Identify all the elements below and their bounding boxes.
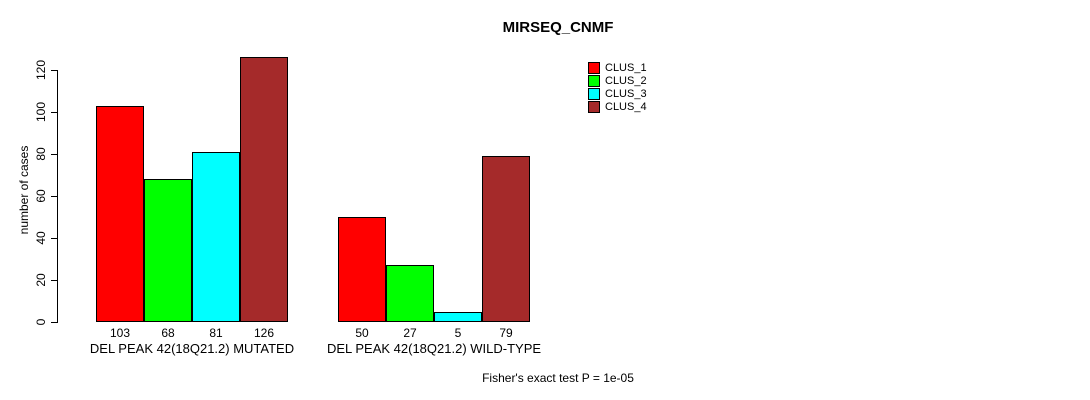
bar-value-label: 81	[209, 326, 223, 340]
y-tick-label: 20	[34, 273, 48, 287]
legend-swatch-clus_1	[588, 61, 600, 74]
y-axis-tick	[51, 238, 58, 239]
y-axis-tick	[51, 280, 58, 281]
y-axis-tick	[51, 154, 58, 155]
legend-item-clus_1: CLUS_1	[588, 61, 647, 74]
bar-clus_1-group2	[338, 217, 386, 322]
bar-value-label: 50	[355, 326, 369, 340]
x-axis-group-label: DEL PEAK 42(18Q21.2) WILD-TYPE	[326, 341, 542, 356]
legend-swatch-clus_2	[588, 74, 600, 87]
legend-item-clus_2: CLUS_2	[588, 74, 647, 87]
x-axis-group-label: DEL PEAK 42(18Q21.2) MUTATED	[89, 341, 295, 356]
bar-value-label: 79	[499, 326, 513, 340]
y-tick-label: 0	[34, 318, 48, 326]
bar-value-label: 126	[253, 326, 275, 340]
y-axis-tick	[51, 196, 58, 197]
y-tick-label: 120	[34, 59, 48, 81]
y-axis-label: number of cases	[17, 145, 31, 235]
bar-clus_2-group2	[386, 265, 434, 322]
y-tick-label: 40	[34, 231, 48, 245]
legend-swatch-clus_3	[588, 87, 600, 100]
legend-swatch-clus_4	[588, 100, 600, 113]
legend-item-clus_3: CLUS_3	[588, 87, 647, 100]
legend-label: CLUS_3	[605, 87, 647, 100]
bar-clus_3-group1	[192, 151, 240, 322]
bar-value-label: 5	[454, 326, 462, 340]
footnote-text: Fisher's exact test P = 1e-05	[482, 371, 634, 385]
bar-clus_2-group1	[144, 179, 192, 322]
legend-item-clus_4: CLUS_4	[588, 100, 647, 113]
y-axis-tick	[51, 112, 58, 113]
bar-clus_4-group1	[240, 57, 288, 322]
bar-clus_3-group2	[434, 311, 482, 322]
chart-title: MIRSEQ_CNMF	[502, 19, 614, 36]
legend-label: CLUS_1	[605, 61, 647, 74]
legend-label: CLUS_4	[605, 100, 647, 113]
bar-value-label: 68	[161, 326, 175, 340]
bar-value-label: 27	[403, 326, 417, 340]
y-axis-tick	[51, 322, 58, 323]
bar-value-label: 103	[109, 326, 131, 340]
legend: CLUS_1 CLUS_2 CLUS_3 CLUS_4	[588, 61, 647, 113]
bar-clus_4-group2	[482, 156, 530, 322]
y-tick-label: 60	[34, 189, 48, 203]
bar-clus_1-group1	[96, 105, 144, 322]
y-axis-tick	[51, 70, 58, 71]
y-tick-label: 80	[34, 147, 48, 161]
legend-label: CLUS_2	[605, 74, 647, 87]
y-tick-label: 100	[34, 101, 48, 123]
